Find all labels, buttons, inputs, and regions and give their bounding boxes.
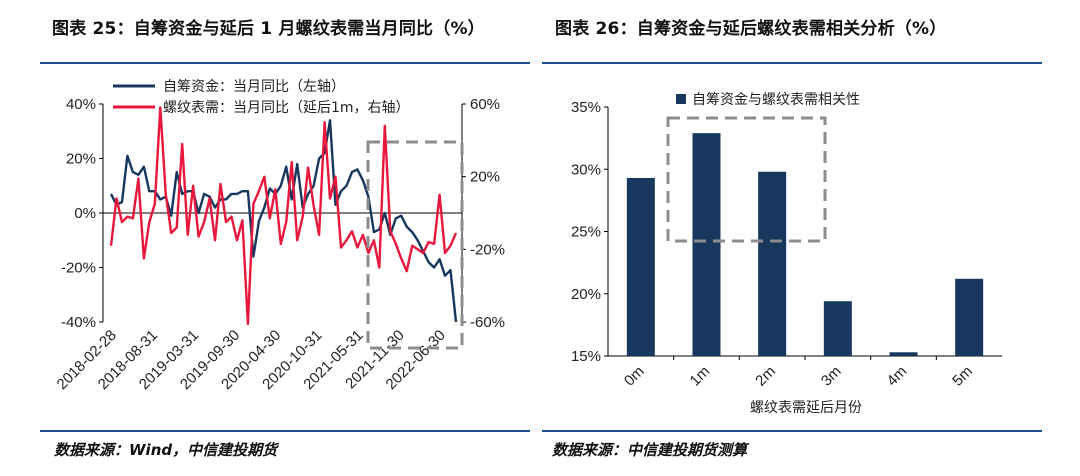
right-y-tick-label: 60% bbox=[470, 96, 500, 113]
left-source-note: 数据来源：Wind，中信建投期货 bbox=[54, 441, 278, 459]
legend-label-self-funding: 自筹资金：当月同比（左轴） bbox=[163, 78, 345, 95]
bar-x-tick-label: 3m bbox=[818, 363, 845, 390]
left-top-rule bbox=[40, 62, 530, 64]
bar-y-tick-label: 35% bbox=[571, 99, 601, 116]
left-y-tick-label: 40% bbox=[66, 96, 96, 113]
bar-x-tick-label: 4m bbox=[884, 363, 911, 390]
series-line-rebar-demand bbox=[109, 106, 458, 325]
right-top-rule bbox=[542, 62, 1042, 64]
left-y-tick-label: 0% bbox=[74, 205, 96, 222]
bar-5m bbox=[955, 278, 984, 356]
line-chart: 40%20%0%-20%-40%60%20%-20%-60%2018-02-28… bbox=[54, 78, 505, 393]
legend-label-rebar-demand: 螺纹表需：当月同比（延后1m，右轴） bbox=[163, 100, 410, 116]
bar-y-tick-label: 20% bbox=[571, 286, 601, 303]
bar-legend-swatch bbox=[676, 94, 686, 104]
bar-4m bbox=[889, 352, 918, 356]
right-y-tick-label: -20% bbox=[470, 241, 505, 258]
bar-chart: 35% 30% 25% 20% 15% 0m 1m 2m 3m 4m 5m 螺纹表需延后月份 自筹资金与… bbox=[571, 91, 1002, 416]
bar-3m bbox=[823, 301, 852, 356]
bar-x-axis-title: 螺纹表需延后月份 bbox=[750, 400, 862, 416]
bar-y-tick-label: 15% bbox=[571, 348, 601, 365]
bar-highlight-box bbox=[666, 116, 827, 243]
bar-2m bbox=[758, 171, 787, 356]
left-y-tick-label: -20% bbox=[61, 260, 96, 277]
left-chart-title: 图表 25：自筹资金与延后 1 月螺纹表需当月同比（%） bbox=[52, 19, 485, 39]
right-y-tick-label: 20% bbox=[470, 169, 500, 186]
bar-1m bbox=[692, 133, 721, 356]
right-source-note: 数据来源：中信建投期货测算 bbox=[552, 441, 748, 459]
left-y-tick-label: 20% bbox=[66, 151, 96, 168]
right-chart-title: 图表 26：自筹资金与延后螺纹表需相关分析（%） bbox=[555, 19, 947, 39]
bar-y-tick-label: 30% bbox=[571, 161, 601, 178]
bar-x-tick-label: 1m bbox=[687, 363, 714, 390]
bar-y-tick-label: 25% bbox=[571, 224, 601, 241]
bar-x-tick-label: 5m bbox=[949, 363, 976, 390]
bar-x-tick-label: 2m bbox=[752, 363, 779, 390]
left-y-tick-label: -40% bbox=[61, 314, 96, 331]
right-bottom-rule bbox=[542, 430, 1042, 432]
bar-x-tick-label: 0m bbox=[621, 363, 648, 390]
bar-0m bbox=[626, 177, 655, 356]
bar-legend-label: 自筹资金与螺纹表需相关性 bbox=[692, 91, 860, 108]
right-y-tick-label: -60% bbox=[470, 314, 505, 331]
highlight-box bbox=[366, 140, 464, 350]
left-bottom-rule bbox=[40, 430, 530, 432]
